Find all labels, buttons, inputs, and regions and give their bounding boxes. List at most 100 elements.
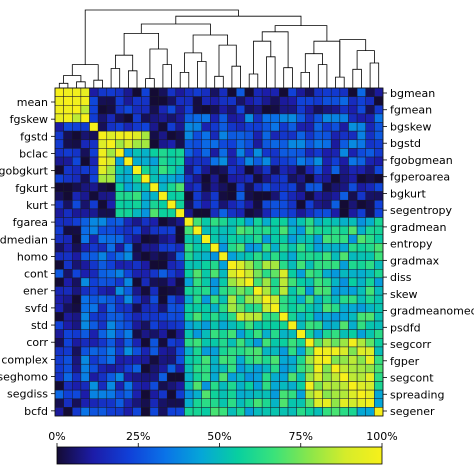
heatmap-cell: [80, 381, 90, 391]
row-label-right: diss: [390, 271, 412, 284]
heatmap-cell: [80, 338, 90, 348]
heatmap-cell: [244, 234, 254, 244]
heatmap-cell: [72, 105, 82, 115]
heatmap-cell: [270, 105, 280, 115]
heatmap-cell: [365, 174, 375, 184]
heatmap-cell: [313, 277, 323, 287]
heatmap-cell: [192, 174, 202, 184]
heatmap-cell: [287, 105, 297, 115]
heatmap-cell: [313, 303, 323, 313]
heatmap-cell: [192, 251, 202, 261]
heatmap-cell: [97, 199, 108, 210]
heatmap-cell: [54, 251, 64, 261]
heatmap-cell: [192, 286, 202, 296]
heatmap-cell: [115, 389, 125, 399]
heatmap-cell: [123, 191, 133, 201]
dendrogram-link: [128, 70, 138, 88]
heatmap-cell: [227, 312, 237, 322]
heatmap-cell: [227, 165, 237, 175]
heatmap-cell: [201, 260, 211, 270]
heatmap-cell: [296, 251, 306, 261]
heatmap-cell: [227, 234, 237, 244]
heatmap-cell: [244, 277, 254, 287]
heatmap-cell: [374, 87, 384, 97]
heatmap-cell: [305, 251, 315, 261]
heatmap-cell: [175, 225, 185, 235]
heatmap-cell: [244, 381, 254, 391]
heatmap-cell: [253, 243, 263, 253]
dendrogram-link: [162, 64, 172, 88]
heatmap-cell: [374, 355, 384, 365]
heatmap-cell: [89, 372, 99, 382]
heatmap-cell: [279, 277, 289, 287]
heatmap-cell: [72, 217, 82, 227]
heatmap-cell: [348, 113, 358, 123]
heatmap-cell: [348, 105, 358, 115]
heatmap-cell: [175, 372, 185, 382]
heatmap-cell: [218, 355, 228, 365]
heatmap-cell: [253, 182, 263, 192]
heatmap-cell: [322, 96, 332, 106]
heatmap-cell: [253, 148, 263, 158]
heatmap-cell: [201, 398, 211, 408]
heatmap-cell: [149, 199, 159, 210]
heatmap-cell: [305, 286, 315, 296]
heatmap-cell: [72, 130, 82, 141]
heatmap-cell: [348, 294, 358, 305]
heatmap-cell: [149, 251, 159, 261]
heatmap-cell: [287, 381, 297, 391]
heatmap-cell: [279, 208, 289, 218]
heatmap-cell: [80, 277, 90, 287]
heatmap-cell: [365, 260, 375, 270]
heatmap-cell: [313, 174, 323, 184]
heatmap-cell: [141, 251, 151, 261]
heatmap-cell: [115, 407, 125, 417]
heatmap-cell: [210, 269, 220, 279]
heatmap-cell: [279, 165, 289, 175]
heatmap-cell: [227, 303, 237, 313]
heatmap-cell: [132, 338, 142, 348]
heatmap-cell: [374, 191, 384, 201]
heatmap-cell: [175, 217, 185, 227]
heatmap-cell: [89, 251, 99, 261]
heatmap-cell: [132, 251, 142, 261]
heatmap-cell: [322, 243, 332, 253]
heatmap-cell: [296, 122, 306, 132]
heatmap-cell: [201, 225, 211, 235]
heatmap-cell: [89, 312, 99, 322]
heatmap-cell: [305, 96, 315, 106]
heatmap-cell: [279, 243, 289, 253]
heatmap-cell: [356, 174, 366, 184]
dendrogram-link: [369, 62, 380, 88]
heatmap-cell: [356, 355, 366, 365]
heatmap-cell: [253, 208, 263, 218]
heatmap-cell: [184, 208, 194, 218]
heatmap-cell: [72, 96, 82, 106]
heatmap-cell: [227, 122, 237, 132]
heatmap-cell: [166, 363, 177, 374]
heatmap-cell: [365, 191, 375, 201]
heatmap-cell: [72, 225, 82, 235]
heatmap-cell: [132, 381, 142, 391]
heatmap-cell: [192, 398, 202, 408]
heatmap-cell: [330, 165, 341, 175]
heatmap-cell: [374, 294, 384, 305]
heatmap-cell: [339, 105, 349, 115]
heatmap-cell: [227, 277, 237, 287]
row-label-left: fgstd: [20, 130, 48, 143]
heatmap-cell: [201, 217, 211, 227]
heatmap-cell: [149, 277, 159, 287]
heatmap-cell: [227, 329, 237, 339]
heatmap-cell: [184, 398, 194, 408]
heatmap-cell: [201, 105, 211, 115]
heatmap-cell: [296, 372, 306, 382]
heatmap-cell: [279, 346, 289, 356]
heatmap-cell: [158, 389, 168, 399]
heatmap-cell: [322, 105, 332, 115]
heatmap-cell: [227, 105, 237, 115]
heatmap-cell: [80, 225, 90, 235]
heatmap-cell: [287, 260, 297, 270]
heatmap-cell: [184, 286, 194, 296]
heatmap-cell: [97, 243, 108, 253]
heatmap-cell: [313, 329, 323, 339]
